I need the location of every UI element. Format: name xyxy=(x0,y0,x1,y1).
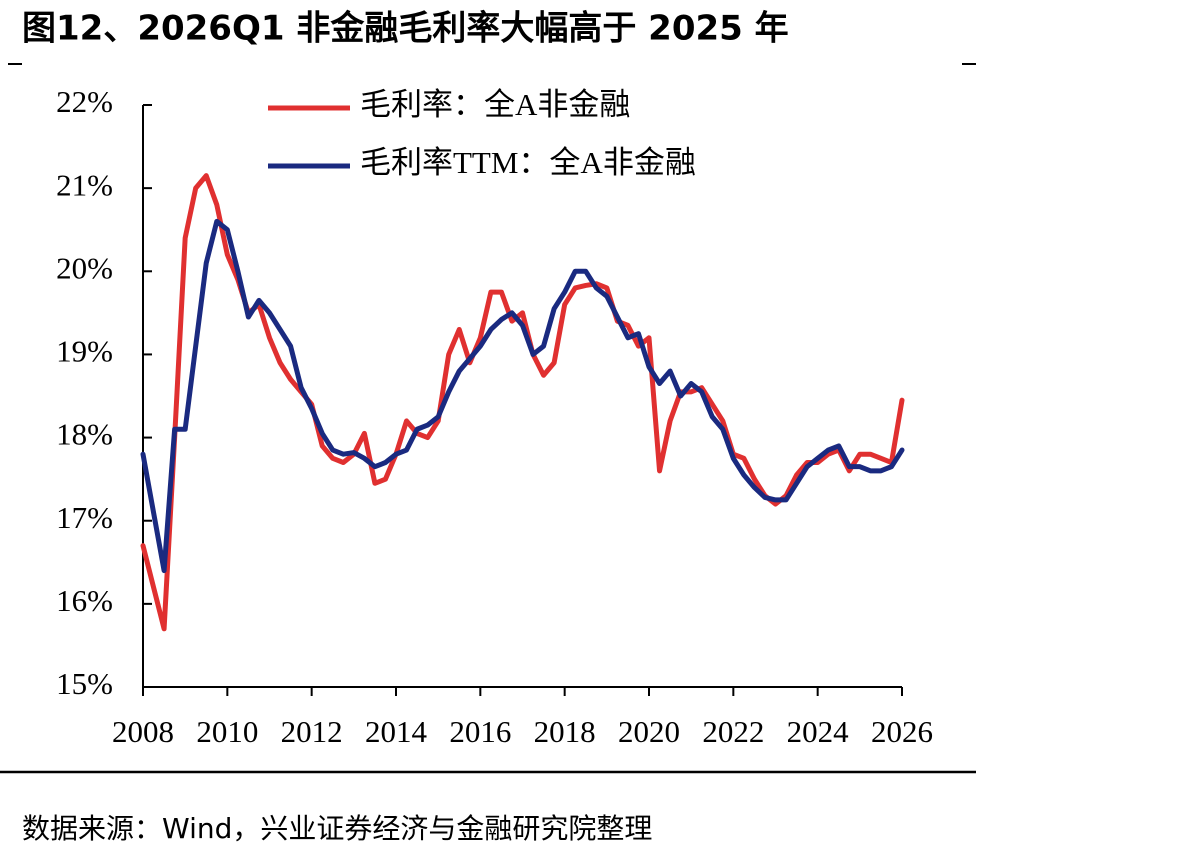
y-tick-label: 21% xyxy=(56,167,113,202)
source-note: 数据来源：Wind，兴业证券经济与金融研究院整理 xyxy=(22,812,652,845)
x-tick-label: 2016 xyxy=(449,714,511,749)
x-tick-label: 2020 xyxy=(618,714,680,749)
legend-label: 毛利率TTM：全A非金融 xyxy=(360,145,696,180)
y-tick-label: 16% xyxy=(56,583,113,618)
y-tick-label: 18% xyxy=(56,417,113,452)
chart-title: 图12、2026Q1 非金融毛利率大幅高于 2025 年 xyxy=(22,9,789,49)
x-tick-label: 2010 xyxy=(196,714,258,749)
x-tick-label: 2026 xyxy=(871,714,933,749)
x-tick-label: 2018 xyxy=(534,714,596,749)
y-tick-label: 15% xyxy=(56,666,113,701)
y-tick-label: 19% xyxy=(56,334,113,369)
y-tick-label: 17% xyxy=(56,500,113,535)
series-line xyxy=(140,218,905,574)
x-tick-label: 2014 xyxy=(365,714,428,749)
legend-label: 毛利率：全A非金融 xyxy=(360,87,630,122)
x-tick-label: 2022 xyxy=(702,714,764,749)
x-tick-label: 2008 xyxy=(112,714,174,749)
y-tick-label: 20% xyxy=(56,250,113,285)
x-tick-label: 2024 xyxy=(787,714,850,749)
x-tick-label: 2012 xyxy=(281,714,343,749)
y-tick-label: 22% xyxy=(56,84,113,119)
series-line xyxy=(140,173,905,632)
